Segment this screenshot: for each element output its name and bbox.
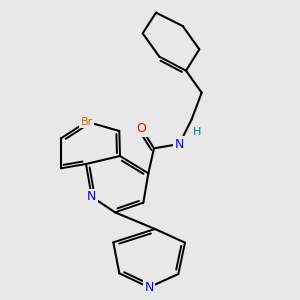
Text: N: N xyxy=(175,137,184,151)
Text: N: N xyxy=(144,281,154,294)
Text: Br: Br xyxy=(80,117,93,127)
Text: O: O xyxy=(137,122,147,136)
Text: N: N xyxy=(87,190,96,203)
Text: H: H xyxy=(193,127,201,137)
